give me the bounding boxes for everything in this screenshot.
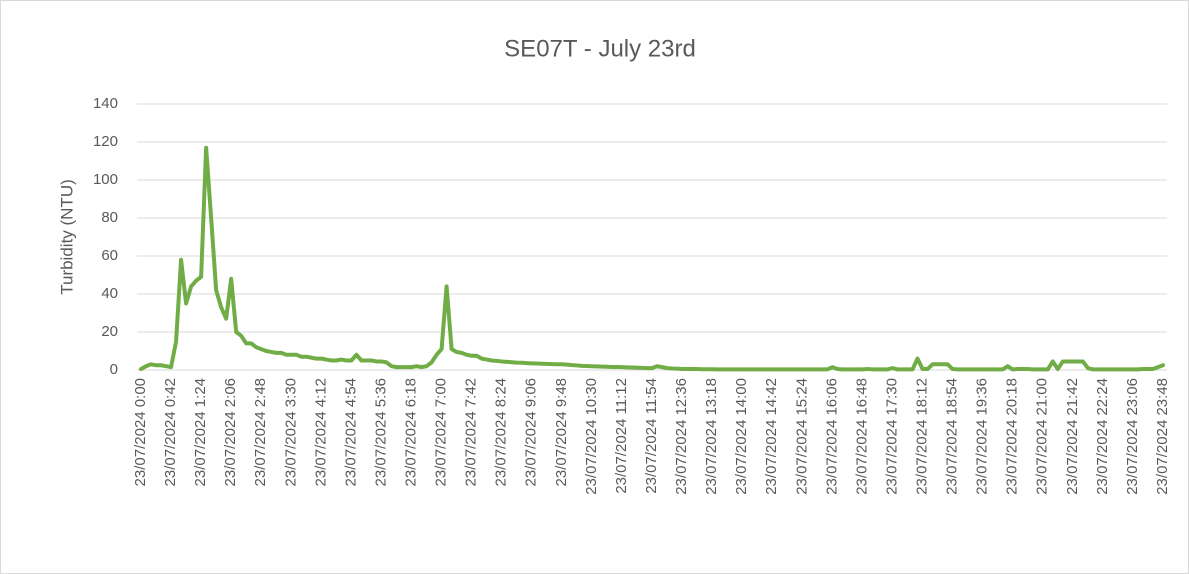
x-tick-label: 23/07/2024 15:24	[793, 378, 810, 495]
x-tick-label: 23/07/2024 2:06	[222, 378, 239, 486]
x-tick-label: 23/07/2024 19:36	[974, 378, 991, 495]
x-tick-label: 23/07/2024 14:42	[763, 378, 780, 495]
x-tick-label: 23/07/2024 0:42	[162, 378, 179, 486]
x-tick-label: 23/07/2024 11:12	[613, 378, 630, 494]
x-tick-label: 23/07/2024 1:24	[192, 378, 209, 486]
x-tick-label: 23/07/2024 3:30	[282, 378, 299, 486]
y-tick-label: 140	[93, 95, 118, 112]
x-tick-label: 23/07/2024 14:00	[733, 378, 750, 495]
x-tick-label: 23/07/2024 21:00	[1034, 378, 1051, 495]
x-tick-label: 23/07/2024 16:06	[823, 378, 840, 495]
y-tick-label: 100	[93, 171, 118, 188]
x-tick-label: 23/07/2024 21:42	[1064, 378, 1081, 495]
y-tick-label: 0	[110, 361, 118, 378]
x-tick-label: 23/07/2024 23:06	[1124, 378, 1141, 495]
y-tick-label: 80	[101, 209, 118, 226]
x-tick-label: 23/07/2024 10:30	[583, 378, 600, 495]
x-tick-label: 23/07/2024 9:06	[523, 378, 540, 486]
chart-title: SE07T - July 23rd	[504, 35, 696, 62]
x-tick-label: 23/07/2024 7:42	[463, 378, 480, 486]
x-tick-label: 23/07/2024 6:18	[402, 378, 419, 486]
x-tick-label: 23/07/2024 4:54	[342, 378, 359, 486]
y-tick-label: 60	[101, 247, 118, 264]
x-tick-label: 23/07/2024 18:12	[913, 378, 930, 495]
x-tick-label: 23/07/2024 17:30	[883, 378, 900, 495]
y-axis-label: Turbidity (NTU)	[57, 179, 76, 295]
x-tick-label: 23/07/2024 5:36	[372, 378, 389, 486]
x-tick-label: 23/07/2024 16:48	[853, 378, 870, 495]
x-tick-label: 23/07/2024 7:00	[433, 378, 450, 486]
x-tick-label: 23/07/2024 18:54	[944, 378, 961, 495]
x-tick-label: 23/07/2024 11:54	[643, 378, 660, 494]
x-tick-label: 23/07/2024 23:48	[1154, 378, 1171, 495]
x-tick-label: 23/07/2024 13:18	[703, 378, 720, 495]
x-tick-label: 23/07/2024 8:24	[493, 378, 510, 486]
x-tick-label: 23/07/2024 2:48	[252, 378, 269, 486]
y-tick-label: 40	[101, 285, 118, 302]
x-tick-label: 23/07/2024 0:00	[132, 378, 149, 486]
x-tick-label: 23/07/2024 12:36	[673, 378, 690, 495]
data-line	[139, 145, 1165, 372]
x-tick-label: 23/07/2024 9:48	[553, 378, 570, 486]
y-tick-label: 120	[93, 133, 118, 150]
x-tick-label: 23/07/2024 20:18	[1004, 378, 1021, 495]
y-tick-label: 20	[101, 323, 118, 340]
x-tick-label: 23/07/2024 22:24	[1094, 378, 1111, 495]
x-tick-label: 23/07/2024 4:12	[312, 378, 329, 486]
